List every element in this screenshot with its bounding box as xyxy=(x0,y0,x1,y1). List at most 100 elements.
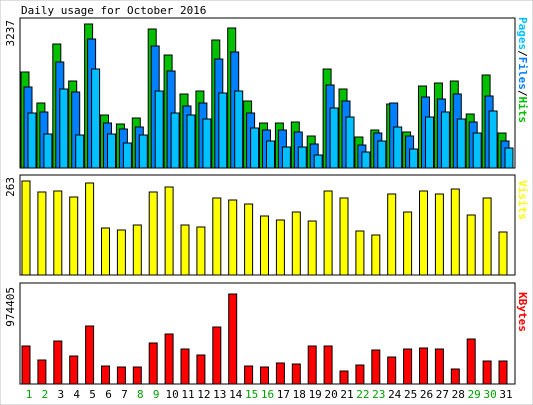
hits-pages-bar-day-26 xyxy=(425,116,434,169)
visits-visits-bar-day-19 xyxy=(307,220,317,276)
kbytes-axis-max-label: 974405 xyxy=(4,287,17,327)
hits-pages-bar-day-24 xyxy=(393,126,403,169)
hits-pages-bar-day-14 xyxy=(234,90,244,169)
hits-series-label-part: Files xyxy=(516,57,529,90)
hits-pages-bar-day-4 xyxy=(75,134,85,169)
hits-pages-bar-day-21 xyxy=(345,116,355,169)
kbytes-kbytes-bar-day-6 xyxy=(101,365,110,385)
visits-visits-bar-day-14 xyxy=(228,199,238,276)
x-axis-day-labels: 1 2 3 4 5 6 7 8 9 10 11 12 13 14 15 16 17 18 19 20 21 22 23 24 2… xyxy=(26,388,513,401)
kbytes-kbytes-bar-day-25 xyxy=(403,348,413,385)
hits-pages-bar-day-13 xyxy=(218,92,228,169)
kbytes-kbytes-bar-day-19 xyxy=(307,345,317,385)
visits-visits-bar-day-25 xyxy=(403,211,413,276)
hits-pages-bar-day-28 xyxy=(456,118,466,169)
visits-visits-bar-day-21 xyxy=(339,197,349,276)
visits-visits-bar-day-10 xyxy=(164,186,174,276)
x-tick-label-day-11: 11 xyxy=(181,388,194,401)
x-tick-label-day-22: 22 xyxy=(356,388,369,401)
hits-pages-bar-day-5 xyxy=(91,68,101,169)
kbytes-kbytes-bar-day-26 xyxy=(419,347,428,385)
kbytes-kbytes-bar-day-20 xyxy=(323,345,333,385)
x-tick-label-day-14: 14 xyxy=(229,388,243,401)
kbytes-kbytes-bar-day-4 xyxy=(69,355,79,385)
x-tick-label-day-18: 18 xyxy=(293,388,306,401)
kbytes-kbytes-bar-day-9 xyxy=(148,342,158,385)
visits-visits-bar-day-17 xyxy=(275,219,285,276)
kbytes-series-label-part: KBytes xyxy=(516,292,529,332)
kbytes-kbytes-bar-day-22 xyxy=(355,364,365,385)
x-tick-label-day-8: 8 xyxy=(137,388,144,401)
kbytes-kbytes-bar-day-11 xyxy=(180,348,190,385)
visits-visits-bar-day-5 xyxy=(85,182,95,276)
visits-visits-bar-day-6 xyxy=(101,227,110,276)
hits-pages-bar-day-15 xyxy=(250,127,260,169)
hits-pages-bar-day-3 xyxy=(59,88,69,169)
x-tick-label-day-27: 27 xyxy=(436,388,449,401)
kbytes-kbytes-bar-day-16 xyxy=(260,366,269,385)
x-tick-label-day-29: 29 xyxy=(468,388,481,401)
x-tick-label-day-24: 24 xyxy=(388,388,402,401)
x-tick-label-day-15: 15 xyxy=(245,388,258,401)
kbytes-bars xyxy=(21,293,508,385)
hits-pages-bar-day-16 xyxy=(266,140,275,169)
hits-pages-bar-day-20 xyxy=(329,107,339,169)
visits-visits-bar-day-27 xyxy=(434,193,444,276)
kbytes-kbytes-bar-day-23 xyxy=(371,349,381,385)
kbytes-kbytes-bar-day-18 xyxy=(291,363,301,385)
hits-pages-bar-day-29 xyxy=(472,132,482,169)
x-tick-label-day-17: 17 xyxy=(277,388,290,401)
x-tick-label-day-25: 25 xyxy=(404,388,417,401)
visits-visits-bar-day-9 xyxy=(148,191,158,276)
kbytes-kbytes-bar-day-1 xyxy=(21,345,31,385)
visits-visits-bar-day-22 xyxy=(355,230,365,276)
x-tick-label-day-5: 5 xyxy=(89,388,96,401)
visits-visits-bar-day-29 xyxy=(466,214,476,276)
visits-visits-bar-day-16 xyxy=(260,215,269,276)
kbytes-kbytes-bar-day-12 xyxy=(196,354,206,385)
kbytes-kbytes-bar-day-2 xyxy=(37,359,47,385)
visits-bars xyxy=(21,180,508,276)
visits-visits-bar-day-20 xyxy=(323,190,333,276)
hits-pages-bar-day-7 xyxy=(122,142,132,169)
visits-visits-bar-day-15 xyxy=(244,203,254,276)
kbytes-kbytes-bar-day-3 xyxy=(53,340,63,385)
hits-pages-bar-day-27 xyxy=(440,111,450,169)
x-tick-label-day-28: 28 xyxy=(452,388,465,401)
visits-series-label: Visits xyxy=(516,180,529,220)
hits-pages-bar-day-30 xyxy=(488,110,498,169)
hits-files-pages-bars xyxy=(20,23,514,169)
hits-pages-bar-day-1 xyxy=(27,112,37,169)
visits-visits-bar-day-30 xyxy=(482,197,492,276)
kbytes-kbytes-bar-day-24 xyxy=(387,356,397,385)
hits-pages-bar-day-19 xyxy=(313,154,323,169)
visits-visits-bar-day-23 xyxy=(371,234,381,276)
visits-visits-bar-day-24 xyxy=(387,193,397,276)
kbytes-kbytes-bar-day-14 xyxy=(228,293,238,385)
kbytes-kbytes-bar-day-15 xyxy=(244,365,254,385)
hits-pages-bar-day-9 xyxy=(154,90,164,169)
visits-visits-bar-day-13 xyxy=(212,197,222,276)
kbytes-kbytes-bar-day-21 xyxy=(339,370,349,385)
visits-axis-max-label: 263 xyxy=(4,177,17,197)
x-tick-label-day-23: 23 xyxy=(372,388,385,401)
x-tick-label-day-21: 21 xyxy=(340,388,353,401)
x-tick-label-day-1: 1 xyxy=(26,388,33,401)
hits-pages-bar-day-8 xyxy=(138,134,148,169)
x-tick-label-day-20: 20 xyxy=(324,388,337,401)
hits-pages-bar-day-23 xyxy=(377,140,387,169)
hits-pages-bar-day-25 xyxy=(409,148,419,169)
hits-series-label-part: Hits xyxy=(516,97,529,124)
hits-series-label-part: Pages xyxy=(516,17,529,50)
visits-visits-bar-day-2 xyxy=(37,191,47,276)
x-tick-label-day-30: 30 xyxy=(483,388,496,401)
x-tick-label-day-3: 3 xyxy=(57,388,64,401)
kbytes-kbytes-bar-day-28 xyxy=(450,368,460,385)
x-tick-label-day-2: 2 xyxy=(42,388,49,401)
kbytes-kbytes-bar-day-8 xyxy=(132,366,142,385)
hits-series-label-part: / xyxy=(516,50,529,57)
hits-series-label-part: / xyxy=(516,90,529,97)
visits-visits-bar-day-18 xyxy=(291,211,301,276)
